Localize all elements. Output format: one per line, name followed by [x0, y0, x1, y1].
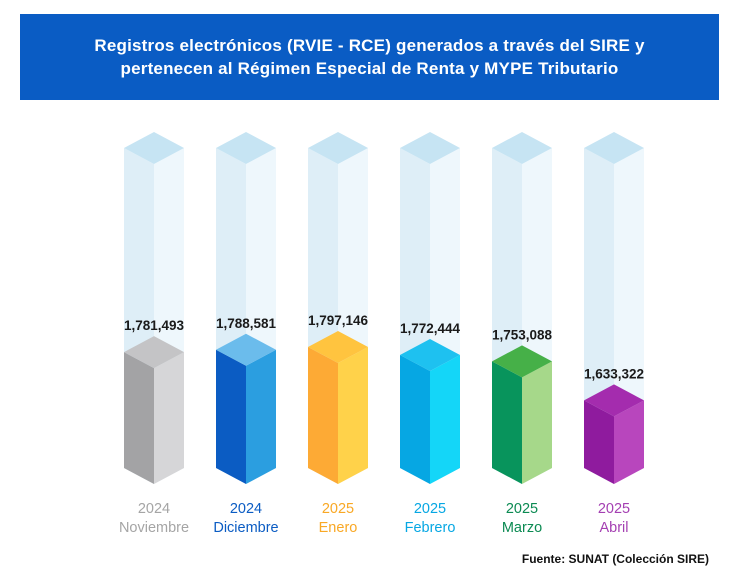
- ghost-column-2-top-face: [308, 132, 368, 164]
- bar-3-front-face: [400, 355, 430, 484]
- bar-2-side-face: [338, 347, 368, 484]
- bar-2-top-face: [308, 331, 368, 364]
- bar-3-top-face: [400, 339, 460, 372]
- ghost-column-5-top-face: [584, 132, 644, 164]
- source-note: Fuente: SUNAT (Colección SIRE): [521, 552, 709, 566]
- bar-0-side-face: [154, 352, 184, 484]
- bar-2-front-face: [308, 347, 338, 484]
- data-label: 1,633,322: [584, 366, 644, 381]
- labels: 1,781,493 2024 Noviembre 1,788,581 2024 Dicie…: [119, 313, 644, 536]
- bar-1-top-face: [216, 333, 276, 366]
- x-tick-year: 2025: [414, 501, 446, 517]
- x-tick-month: Marzo: [502, 520, 542, 536]
- data-label: 1,772,444: [400, 321, 461, 336]
- ghost-column-0-top-face: [124, 132, 184, 164]
- ghost-column-3-top-face: [400, 132, 460, 164]
- bar-5-side-face: [614, 400, 644, 484]
- x-tick-month: Noviembre: [119, 520, 189, 536]
- ghost-column-1-top-face: [216, 132, 276, 164]
- bar-0-top-face: [124, 336, 184, 369]
- x-tick-month: Abril: [599, 520, 628, 536]
- bars: [124, 331, 644, 484]
- x-tick-month: Enero: [319, 520, 358, 536]
- data-label: 1,753,088: [492, 327, 553, 342]
- data-label: 1,797,146: [308, 313, 369, 328]
- title-banner: Registros electrónicos (RVIE - RCE) gene…: [20, 14, 719, 100]
- bar-3-side-face: [430, 355, 460, 484]
- x-tick-year: 2024: [230, 501, 262, 517]
- bar-4-front-face: [492, 361, 522, 484]
- x-tick-month: Diciembre: [213, 520, 278, 536]
- bar-4-side-face: [522, 361, 552, 484]
- bar-5-top-face: [584, 384, 644, 417]
- bar-1-side-face: [246, 349, 276, 484]
- x-tick-year: 2025: [322, 501, 354, 517]
- data-label: 1,781,493: [124, 318, 185, 333]
- x-tick-year: 2025: [506, 501, 538, 517]
- x-tick-year: 2024: [138, 501, 170, 517]
- x-tick-month: Febrero: [405, 520, 456, 536]
- ghost-column-4-top-face: [492, 132, 552, 164]
- bar-5-front-face: [584, 400, 614, 484]
- data-label: 1,788,581: [216, 316, 277, 331]
- ghost-columns: [124, 132, 644, 484]
- bar-0-front-face: [124, 352, 154, 484]
- bar-1-front-face: [216, 349, 246, 484]
- x-tick-year: 2025: [598, 501, 630, 517]
- chart-title: Registros electrónicos (RVIE - RCE) gene…: [94, 36, 645, 78]
- bar-4-top-face: [492, 345, 552, 378]
